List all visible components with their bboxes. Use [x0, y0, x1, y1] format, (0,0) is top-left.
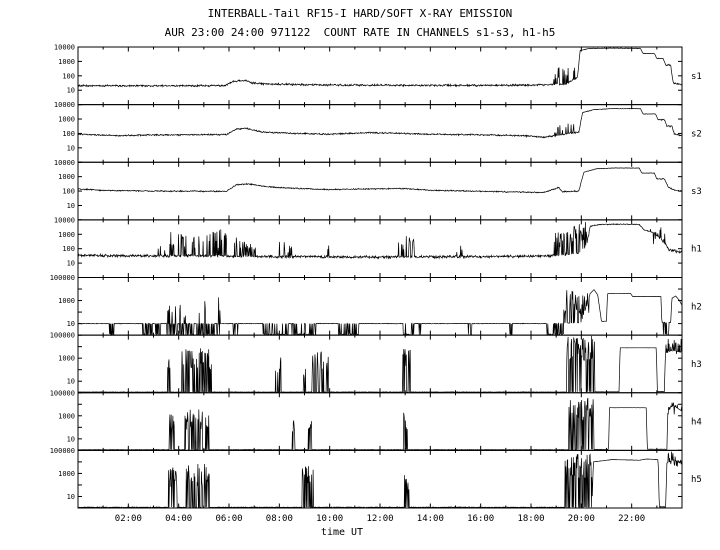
y-tick-label: 10 — [67, 493, 75, 501]
y-tick-label: 100000 — [50, 332, 75, 340]
y-tick-label: 10000 — [54, 216, 75, 224]
panel-label-h4: h4 — [691, 418, 702, 428]
x-tick-label: 04:00 — [165, 514, 192, 524]
panel-label-s3: s3 — [691, 187, 702, 197]
y-tick-label: 1000 — [58, 297, 75, 305]
chart-subtitle: AUR 23:00 24:00 971122 COUNT RATE IN CHA… — [164, 26, 556, 39]
y-tick-label: 10000 — [54, 101, 75, 109]
y-tick-label: 1000 — [58, 58, 75, 66]
x-tick-label: 14:00 — [417, 514, 444, 524]
chart-title: INTERBALL-Tail RF15-I HARD/SOFT X-RAY EM… — [207, 7, 513, 20]
y-tick-label: 10000 — [54, 159, 75, 167]
x-tick-label: 10:00 — [316, 514, 343, 524]
trace-h3 — [78, 335, 683, 393]
x-tick-label: 02:00 — [115, 514, 142, 524]
y-tick-label: 100000 — [50, 389, 75, 397]
y-tick-label: 1000 — [58, 173, 75, 181]
x-tick-label: 06:00 — [215, 514, 242, 524]
y-tick-label: 10 — [67, 87, 75, 95]
y-tick-label: 100 — [62, 245, 75, 253]
y-tick-label: 1000 — [58, 412, 75, 420]
panel-label-s1: s1 — [691, 72, 702, 82]
trace-h2 — [77, 289, 683, 337]
x-tick-label: 20:00 — [568, 514, 595, 524]
y-tick-label: 10 — [67, 144, 75, 152]
y-tick-label: 10000 — [54, 44, 75, 52]
trace-h5 — [77, 451, 683, 509]
panel-frame-h1 — [77, 219, 683, 278]
panel-label-h1: h1 — [691, 245, 702, 255]
trace-s2 — [77, 107, 683, 139]
y-tick-label: 100000 — [50, 274, 75, 282]
trace-s3 — [77, 167, 683, 194]
x-axis-title: time UT — [320, 527, 364, 538]
x-tick-label: 12:00 — [366, 514, 393, 524]
trace-s1 — [77, 47, 683, 88]
panel-label-h5: h5 — [691, 475, 702, 485]
y-tick-label: 10 — [67, 260, 75, 268]
y-tick-label: 100 — [62, 72, 75, 80]
y-tick-label: 100000 — [50, 447, 75, 455]
y-tick-label: 1000 — [58, 231, 75, 239]
trace-h1 — [77, 221, 683, 260]
y-tick-label: 100 — [62, 130, 75, 138]
x-tick-label: 16:00 — [467, 514, 494, 524]
y-tick-label: 100 — [62, 188, 75, 196]
panel-label-h3: h3 — [691, 360, 702, 370]
panel-label-s2: s2 — [691, 129, 702, 139]
x-tick-label: 08:00 — [266, 514, 293, 524]
x-tick-label: 18:00 — [517, 514, 544, 524]
trace-h4 — [77, 397, 683, 451]
y-tick-label: 1000 — [58, 116, 75, 124]
y-tick-label: 10 — [67, 378, 75, 386]
x-tick-label: 22:00 — [618, 514, 645, 524]
y-tick-label: 10 — [67, 320, 75, 328]
y-tick-label: 1000 — [58, 355, 75, 363]
panel-label-h2: h2 — [691, 302, 702, 312]
y-tick-label: 10 — [67, 202, 75, 210]
y-tick-label: 1000 — [58, 470, 75, 478]
panel-frame-s1 — [77, 46, 683, 106]
y-tick-label: 10 — [67, 435, 75, 443]
